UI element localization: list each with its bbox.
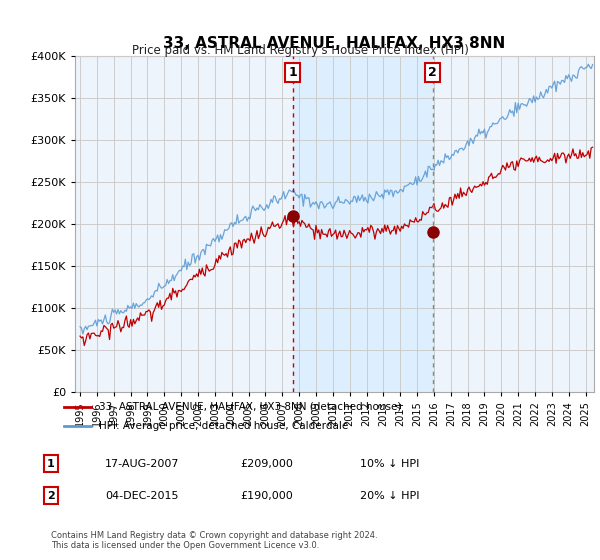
Text: 2: 2 — [428, 66, 437, 79]
Bar — [293, 56, 433, 392]
Text: 1: 1 — [289, 66, 297, 79]
Text: 20% ↓ HPI: 20% ↓ HPI — [360, 491, 419, 501]
Text: 33, ASTRAL AVENUE, HALIFAX, HX3 8NN (detached house): 33, ASTRAL AVENUE, HALIFAX, HX3 8NN (det… — [98, 402, 401, 412]
Text: 17-AUG-2007: 17-AUG-2007 — [105, 459, 179, 469]
Text: £209,000: £209,000 — [240, 459, 293, 469]
Text: Price paid vs. HM Land Registry's House Price Index (HPI): Price paid vs. HM Land Registry's House … — [131, 44, 469, 57]
Text: £190,000: £190,000 — [240, 491, 293, 501]
Title: 33, ASTRAL AVENUE, HALIFAX, HX3 8NN: 33, ASTRAL AVENUE, HALIFAX, HX3 8NN — [163, 36, 506, 50]
Text: Contains HM Land Registry data © Crown copyright and database right 2024.: Contains HM Land Registry data © Crown c… — [51, 531, 377, 540]
Text: 10% ↓ HPI: 10% ↓ HPI — [360, 459, 419, 469]
Text: 04-DEC-2015: 04-DEC-2015 — [105, 491, 179, 501]
Text: HPI: Average price, detached house, Calderdale: HPI: Average price, detached house, Cald… — [98, 421, 348, 431]
Text: This data is licensed under the Open Government Licence v3.0.: This data is licensed under the Open Gov… — [51, 541, 319, 550]
Text: 1: 1 — [47, 459, 55, 469]
Text: 2: 2 — [47, 491, 55, 501]
